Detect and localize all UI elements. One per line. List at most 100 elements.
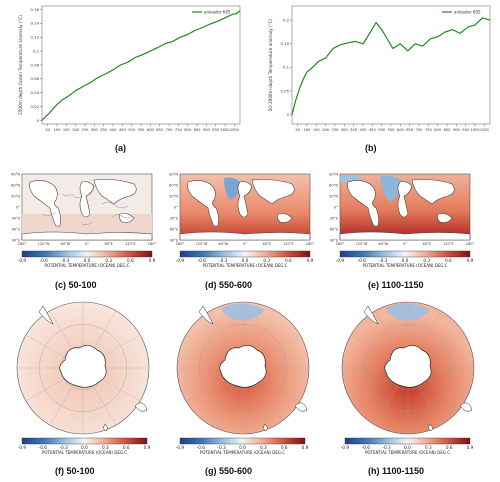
polar-g-australia xyxy=(294,402,308,412)
map-lon-label: 0° xyxy=(403,242,407,246)
map-lon-label: 120°E xyxy=(443,242,454,246)
chart-b-xtick-label: 800 xyxy=(434,128,442,132)
map-lon-label: 60°E xyxy=(104,242,112,246)
chart-b-data-point xyxy=(415,43,416,45)
cbar-c-colorbar xyxy=(21,250,153,258)
chart-b-data-point xyxy=(299,88,300,89)
map-lat-label: 90°S xyxy=(170,239,179,243)
map-lat-label: 0° xyxy=(174,206,178,210)
chart-a-xtick-label: 100 xyxy=(54,128,62,132)
chart-b-xtick-label: 850 xyxy=(444,128,452,132)
chart-b-xtick-label: 1000 xyxy=(470,128,480,132)
chart-a-xtick-label: 600 xyxy=(147,128,155,132)
chart-b-plot-frame xyxy=(291,5,491,125)
cbar-e-colorbar-tick: 0.9 xyxy=(467,258,474,263)
chart-a-data-point xyxy=(209,23,211,25)
cbar-d-colorbar-tick: -0.6 xyxy=(198,258,207,263)
chart-b-data-point xyxy=(437,36,438,37)
map-lon-label: 180° xyxy=(336,242,345,246)
chart-a-ytick-label: 0.02 xyxy=(31,104,40,109)
chart-a-xtick-label: 1000 xyxy=(220,128,230,132)
caption-b: (b) xyxy=(365,143,377,153)
chart-a-data-point xyxy=(127,61,129,63)
chart-a-xtick-label: 850 xyxy=(194,128,202,132)
map-lat-label: 30°N xyxy=(169,195,178,199)
cbar-h-colorbar-label: POTENTIAL TEMPERATURE (OCEAN) DEG.C xyxy=(365,450,450,455)
chart-b-ytick-label: 0.15 xyxy=(281,41,290,46)
caption-a: (a) xyxy=(115,143,126,153)
chart-a-data-point xyxy=(142,54,144,55)
cbar-g-colorbar-tick: 0.0 xyxy=(239,445,246,450)
chart-b-data-point xyxy=(347,42,349,44)
cbar-d-colorbar-label: POTENTIAL TEMPERATURE (OCEAN) DEG.C xyxy=(202,263,287,268)
cbar-e-colorbar xyxy=(339,250,471,258)
cbar-f-colorbar-tick: -0.9 xyxy=(18,445,27,450)
map-lat-label: 30°S xyxy=(170,217,179,221)
chart-a-data-point xyxy=(75,90,76,91)
map-lat-label: 90°N xyxy=(169,173,178,177)
chart-a-legend-label: anleader 605 xyxy=(204,10,231,15)
cbar-f-colorbar-tick: -0.6 xyxy=(39,445,48,450)
map-lat-label: 60°N xyxy=(169,184,178,188)
chart-b-data-point xyxy=(325,57,326,59)
chart-a-xtick-label: 950 xyxy=(212,128,220,132)
chart-b-data-point xyxy=(387,38,388,40)
map-lat-label: 30°N xyxy=(11,195,20,199)
chart-b-xtick-label: 550 xyxy=(388,128,396,132)
cbar-c-colorbar-tick: -0.3 xyxy=(61,258,70,263)
chart-b-xtick-label: 650 xyxy=(406,128,414,132)
cbar-g-colorbar xyxy=(179,437,306,445)
chart-a-xtick-label: 250 xyxy=(82,128,90,132)
chart-a-xtick-label: 150 xyxy=(63,128,71,132)
chart-b-data-point xyxy=(467,26,468,28)
map-lat-label: 60°S xyxy=(170,228,179,232)
chart-b-legend-label: anleader 605 xyxy=(454,10,481,15)
polar-f-antarctica xyxy=(59,345,107,388)
chart-b-xtick-label: 1050 xyxy=(480,128,490,132)
map-d xyxy=(179,173,311,241)
chart-a-data-point xyxy=(187,34,188,35)
chart-a-xtick-label: 900 xyxy=(203,128,211,132)
chart-b-data-point xyxy=(306,71,308,73)
chart-b-data-point xyxy=(400,43,401,45)
cbar-f-colorbar-tick: -0.3 xyxy=(60,445,69,450)
caption-e: (e) 1100-1150 xyxy=(368,280,424,290)
map-lat-label: 30°S xyxy=(12,217,21,221)
chart-b-xtick-label: 950 xyxy=(462,128,470,132)
chart-a-data-point xyxy=(232,14,233,15)
map-lon-label: 0° xyxy=(85,242,89,246)
cbar-g-colorbar-tick: -0.6 xyxy=(197,445,206,450)
chart-b-data-point xyxy=(422,45,424,47)
chart-b-xtick-label: 600 xyxy=(397,128,405,132)
chart-b-xtick-label: 150 xyxy=(313,128,321,132)
cbar-d-colorbar-tick: 0.6 xyxy=(285,258,292,263)
chart-b-data-point xyxy=(355,41,356,42)
chart-a-xtick-label: 750 xyxy=(175,128,183,132)
map-lon-label: 180° xyxy=(466,242,475,246)
map-lat-label: 60°N xyxy=(329,184,338,188)
chart-b-ytick-label: 0 xyxy=(287,112,290,117)
polar-h-australia xyxy=(459,402,473,412)
chart-a-data-point xyxy=(179,36,181,38)
cbar-d-colorbar xyxy=(179,250,311,258)
chart-b-data-point xyxy=(452,29,453,30)
chart-a-data-point xyxy=(194,30,196,31)
chart-b-data-point xyxy=(474,24,476,26)
chart-a-data-point xyxy=(120,64,121,66)
chart-a: 50 100 150 200 250 300 350 400 450 500 550 600 650 70… xyxy=(18,5,241,132)
chart-a-data-point xyxy=(224,17,226,19)
chart-b-data-point xyxy=(444,31,446,33)
chart-a-xtick-label: 700 xyxy=(166,128,174,132)
chart-b-ytick-label: 0.2 xyxy=(283,17,290,22)
cbar-h-colorbar-tick: 0.9 xyxy=(467,445,474,450)
chart-b-xtick-label: 300 xyxy=(341,128,349,132)
chart-b-ytick-label: 0.1 xyxy=(283,65,290,70)
chart-a-series-line xyxy=(41,10,241,121)
cbar-f-colorbar-label: POTENTIAL TEMPERATURE (OCEAN) DEG.C xyxy=(42,450,127,455)
cbar-c-colorbar-tick: 0.3 xyxy=(105,258,112,263)
map-lon-label: 180° xyxy=(148,242,157,246)
map-lon-label: 180° xyxy=(18,242,27,246)
cbar-g-colorbar-tick: -0.9 xyxy=(176,445,185,450)
chart-b-data-point xyxy=(332,48,334,49)
cbar-h-colorbar-tick: -0.6 xyxy=(362,445,371,450)
